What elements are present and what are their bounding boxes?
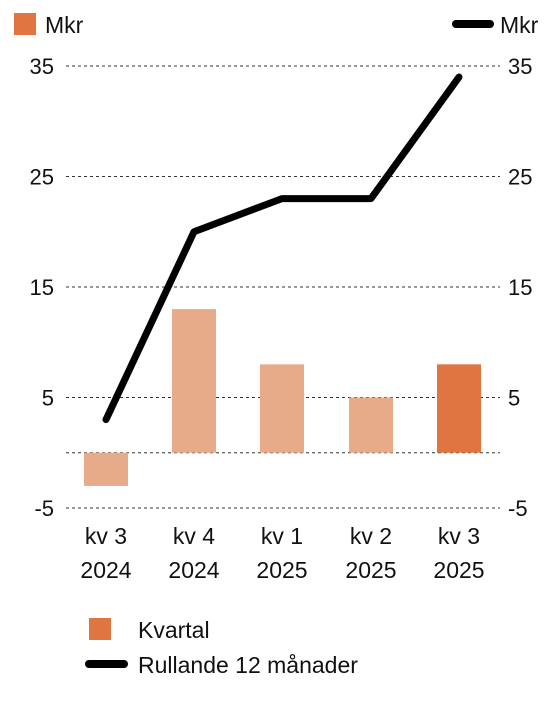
bars (84, 309, 481, 486)
y-tick-label-left: 25 (30, 165, 54, 190)
unit-left-label: Mkr (45, 12, 84, 38)
legend-kvartal-swatch (89, 618, 111, 640)
y-ticks-left: 35 25 15 5 -5 (30, 54, 54, 521)
y-tick-label-left: 35 (30, 54, 54, 79)
x-category-quarter: kv 3 (85, 523, 127, 549)
x-category-year: 2024 (80, 557, 131, 583)
x-category-quarter: kv 3 (438, 523, 480, 549)
x-category-quarter: kv 2 (350, 523, 392, 549)
rolling-line (102, 73, 463, 424)
legend-kvartal-label: Kvartal (138, 617, 210, 643)
x-category-year: 2025 (256, 557, 307, 583)
y-tick-label-right: 35 (508, 54, 532, 79)
y-tick-label-right: 25 (508, 165, 532, 190)
bar-1 (172, 309, 216, 453)
y-tick-label-right: -5 (508, 496, 528, 521)
x-category-year: 2025 (345, 557, 396, 583)
x-categories: kv 3 2024 kv 4 2024 kv 1 2025 kv 2 2025 kv 3 2025 (80, 523, 484, 583)
x-category-quarter: kv 4 (173, 523, 215, 549)
y-tick-label-left: -5 (34, 496, 54, 521)
bar-3 (349, 397, 393, 453)
bar-2 (260, 364, 304, 453)
unit-right-label: Mkr (500, 12, 539, 38)
x-category-year: 2024 (168, 557, 219, 583)
legend-rullande-label: Rullande 12 månader (138, 652, 358, 678)
y-tick-label-left: 5 (42, 386, 54, 411)
bar-0 (84, 452, 128, 486)
bar-4 (437, 364, 481, 453)
x-category-quarter: kv 1 (261, 523, 303, 549)
y-tick-label-left: 15 (30, 275, 54, 300)
y-ticks-right: 35 25 15 5 -5 (508, 54, 532, 521)
x-category-year: 2025 (433, 557, 484, 583)
y-tick-label-right: 5 (508, 386, 520, 411)
unit-left-swatch (14, 13, 36, 35)
y-tick-label-right: 15 (508, 275, 532, 300)
